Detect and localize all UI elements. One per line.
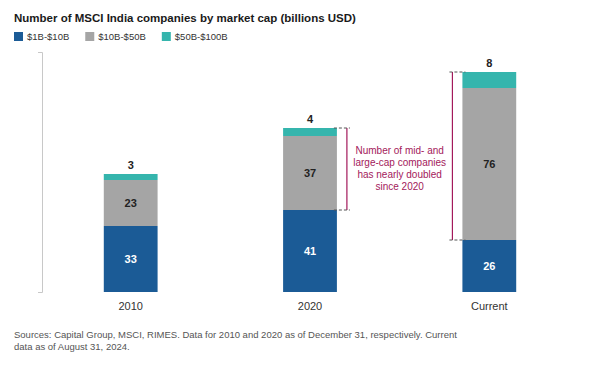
y-tick-mark	[38, 52, 42, 53]
x-tick: 2020	[298, 300, 322, 312]
bar-segment	[283, 136, 337, 210]
legend-label: $50B-$100B	[175, 31, 228, 42]
annotation-line: has nearly doubled	[357, 169, 442, 180]
legend: $1B-$10B $10B-$50B $50B-$100B	[14, 31, 228, 42]
annotation-bracket-end	[449, 72, 465, 73]
data-labels: 33 41 26 23 37 76 3 4 8	[125, 57, 496, 272]
data-label: 26	[483, 260, 495, 272]
annotation-line: since 2020	[375, 181, 424, 192]
x-tick-label: 2010	[118, 300, 142, 312]
x-tick: Current	[471, 300, 508, 312]
bar-segment	[462, 72, 516, 88]
data-label: 76	[483, 158, 495, 170]
bar-segment	[283, 128, 337, 136]
bar-segment	[104, 180, 158, 226]
annotation-bracket-end	[334, 210, 350, 211]
y-tick	[38, 52, 42, 53]
y-tick	[38, 292, 42, 293]
bars	[104, 72, 516, 292]
annotation-bracket	[452, 72, 453, 240]
bar-segment	[283, 210, 337, 292]
x-axis: 2010 2020 Current	[118, 300, 507, 312]
y-axis	[38, 53, 43, 293]
data-label: 41	[304, 245, 316, 257]
legend-swatch	[162, 32, 171, 41]
annotation-line: large-cap companies	[353, 157, 446, 168]
legend-item: $1B-$10B	[14, 31, 69, 42]
data-label: 37	[304, 167, 316, 179]
x-tick: 2010	[118, 300, 142, 312]
x-tick-label: 2020	[298, 300, 322, 312]
legend-item: $10B-$50B	[85, 31, 146, 42]
source-line: Sources: Capital Group, MSCI, RIMES. Dat…	[14, 329, 457, 340]
source-note: Sources: Capital Group, MSCI, RIMES. Dat…	[14, 329, 457, 352]
annotation-bracket-end	[334, 128, 350, 129]
data-label: 4	[307, 113, 314, 125]
legend-label: $10B-$50B	[98, 31, 146, 42]
legend-swatch	[14, 32, 23, 41]
annotation-text: Number of mid- andlarge-cap companieshas…	[353, 145, 446, 192]
data-label: 8	[486, 57, 492, 69]
bar-segment	[462, 240, 516, 292]
data-label: 33	[125, 253, 137, 265]
y-tick-mark	[38, 292, 42, 293]
bar-segment	[104, 226, 158, 292]
chart: Number of MSCI India companies by market…	[0, 0, 600, 375]
annotation-line: Number of mid- and	[355, 145, 443, 156]
x-tick-label: Current	[471, 300, 508, 312]
legend-label: $1B-$10B	[27, 31, 69, 42]
data-label: 23	[125, 197, 137, 209]
annotation-bracket	[346, 128, 347, 210]
data-label: 3	[128, 159, 134, 171]
annotation-bracket-end	[449, 240, 465, 241]
source-line: data as of August 31, 2024.	[14, 341, 130, 352]
legend-item: $50B-$100B	[162, 31, 228, 42]
annotation: Number of mid- andlarge-cap companieshas…	[334, 72, 466, 240]
chart-title: Number of MSCI India companies by market…	[14, 12, 356, 24]
legend-swatch	[85, 32, 94, 41]
bar-segment	[462, 88, 516, 240]
bar-segment	[104, 174, 158, 180]
y-axis-line	[38, 53, 43, 293]
